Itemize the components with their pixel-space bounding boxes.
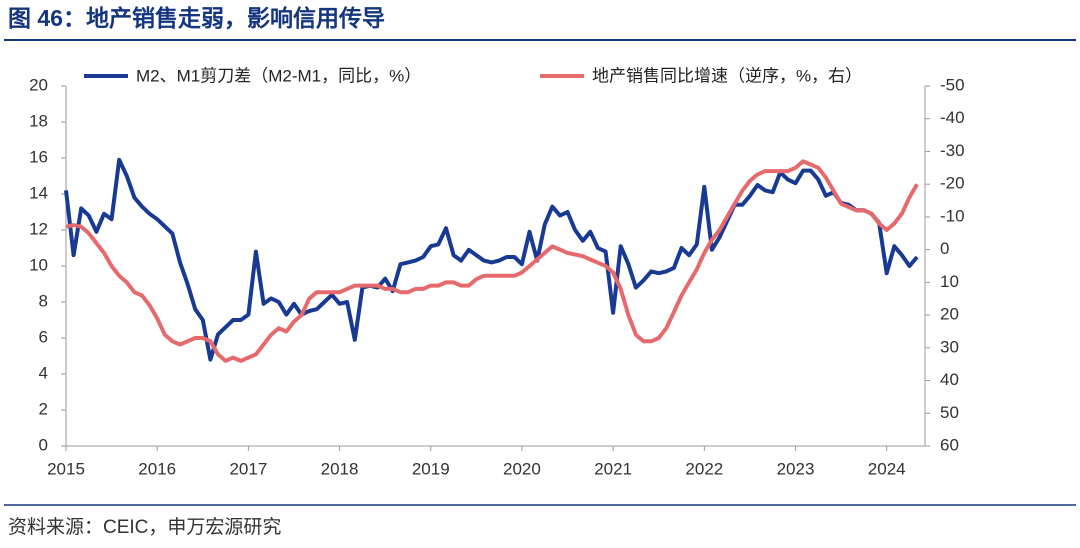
series-line	[64, 157, 919, 362]
y2-tick-label: 0	[940, 239, 949, 258]
y-tick-label: 6	[39, 327, 48, 346]
y-tick-label: 18	[29, 111, 48, 130]
y2-tick-label: -50	[940, 75, 965, 94]
x-tick-label: 2017	[229, 459, 267, 478]
source: 资料来源：CEIC，申万宏源研究	[8, 516, 281, 538]
y2-tick-label: 50	[940, 403, 959, 422]
x-tick-label: 2019	[412, 459, 450, 478]
x-tick-label: 2015	[47, 459, 85, 478]
x-tick-label: 2016	[138, 459, 176, 478]
y-tick-label: 8	[39, 291, 48, 310]
y2-tick-label: 10	[940, 272, 959, 291]
x-tick-label: 2021	[594, 459, 632, 478]
chart-title: 图 46：地产销售走弱，影响信用传导	[8, 5, 385, 31]
legend-label: 地产销售同比增速（逆序，%，右）	[592, 66, 862, 85]
x-tick-label: 2022	[685, 459, 723, 478]
y-tick-label: 2	[39, 399, 48, 418]
y-tick-label: 10	[29, 255, 48, 274]
y-tick-label: 4	[39, 363, 48, 382]
series-line	[65, 159, 919, 363]
y2-tick-label: -40	[940, 108, 965, 127]
x-tick-label: 2023	[777, 459, 815, 478]
y2-tick-label: -30	[940, 141, 965, 160]
y-tick-label: 12	[29, 219, 48, 238]
y-tick-label: 16	[29, 147, 48, 166]
y-tick-label: 0	[39, 435, 48, 454]
x-tick-label: 2018	[321, 459, 359, 478]
x-tick-label: 2020	[503, 459, 541, 478]
y2-tick-label: 60	[940, 435, 959, 454]
y2-tick-label: 20	[940, 305, 959, 324]
y-tick-label: 20	[29, 75, 48, 94]
y2-tick-label: 40	[940, 370, 959, 389]
y-tick-label: 14	[29, 183, 48, 202]
legend-label: M2、M1剪刀差（M2-M1，同比，%）	[136, 66, 421, 85]
y2-tick-label: -10	[940, 206, 965, 225]
x-tick-label: 2024	[868, 459, 906, 478]
y2-tick-label: 30	[940, 337, 959, 356]
y2-tick-label: -20	[940, 174, 965, 193]
